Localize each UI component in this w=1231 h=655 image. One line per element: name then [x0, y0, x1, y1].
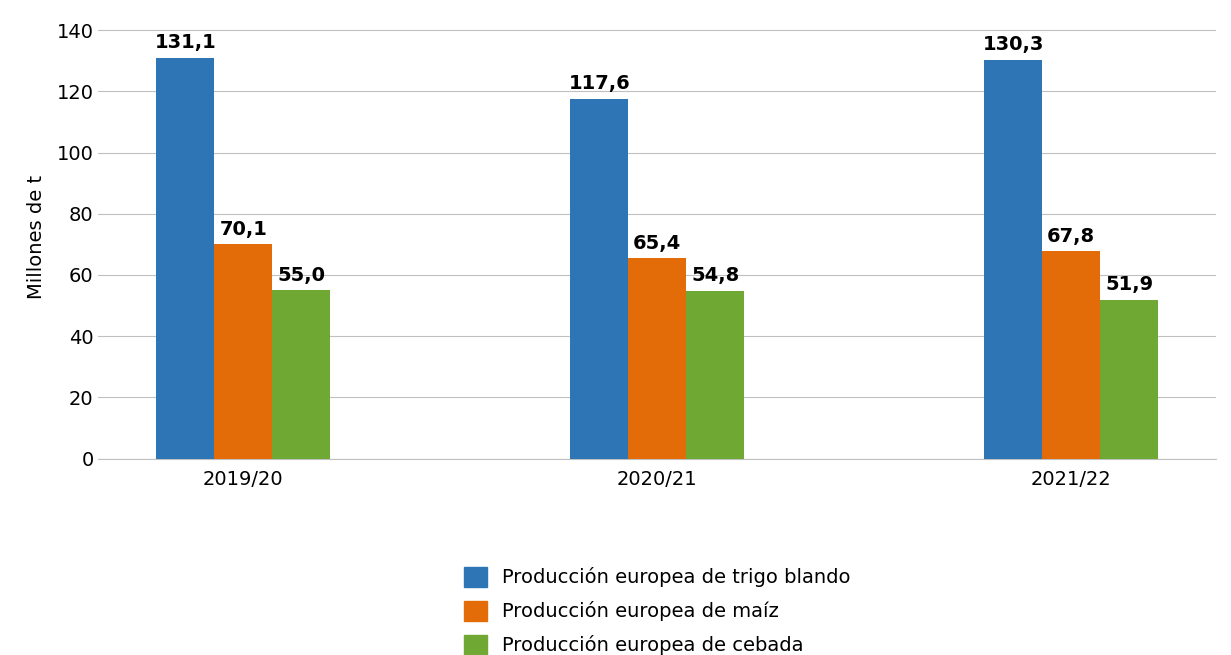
- Text: 130,3: 130,3: [982, 35, 1044, 54]
- Legend: Producción europea de trigo blando, Producción europea de maíz, Producción europ: Producción europea de trigo blando, Prod…: [454, 557, 860, 655]
- Text: 51,9: 51,9: [1105, 275, 1153, 294]
- Bar: [156, 58, 214, 458]
- Bar: [1101, 300, 1158, 458]
- Text: 131,1: 131,1: [155, 33, 217, 52]
- Text: 65,4: 65,4: [633, 234, 682, 253]
- Bar: [628, 259, 686, 458]
- Bar: [272, 290, 330, 458]
- Text: 67,8: 67,8: [1048, 227, 1096, 246]
- Bar: [686, 291, 745, 458]
- Bar: [570, 99, 628, 458]
- Text: 55,0: 55,0: [277, 266, 325, 285]
- Y-axis label: Millones de t: Millones de t: [27, 175, 46, 299]
- Text: 117,6: 117,6: [569, 74, 630, 93]
- Bar: [1043, 251, 1101, 458]
- Bar: [214, 244, 272, 458]
- Bar: [985, 60, 1043, 458]
- Text: 54,8: 54,8: [691, 267, 740, 286]
- Text: 70,1: 70,1: [219, 219, 267, 238]
